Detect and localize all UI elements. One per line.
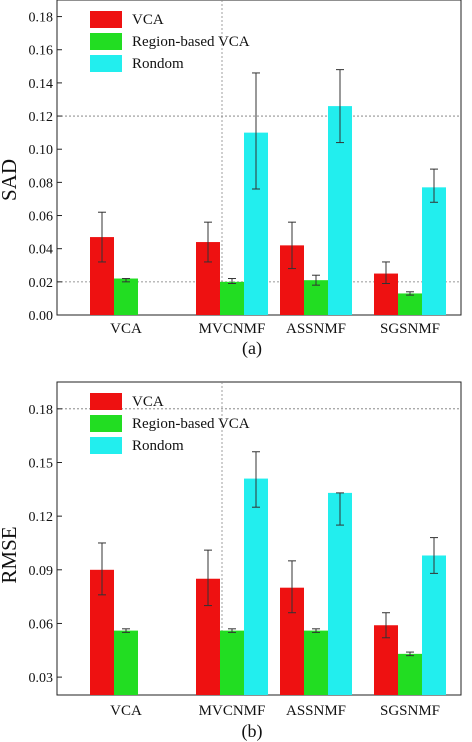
bar bbox=[220, 281, 244, 315]
y-tick-label: 0.09 bbox=[29, 564, 54, 579]
bar bbox=[328, 492, 352, 695]
y-tick-label: 0.08 bbox=[29, 176, 54, 191]
legend-label: Rondom bbox=[132, 438, 184, 454]
category-label: ASSNMF bbox=[286, 703, 346, 719]
bar bbox=[422, 187, 446, 315]
bar bbox=[114, 278, 138, 315]
legend-swatch bbox=[90, 415, 122, 432]
legend-swatch bbox=[90, 11, 122, 28]
category-label: VCA bbox=[110, 321, 142, 337]
y-tick-label: 0.03 bbox=[29, 671, 54, 686]
y-tick-label: 0.00 bbox=[29, 309, 54, 324]
legend-label: VCA bbox=[132, 12, 164, 28]
panel-caption: (a) bbox=[242, 338, 262, 359]
bar bbox=[398, 293, 422, 315]
y-tick-label: 0.12 bbox=[29, 510, 54, 525]
legend-swatch bbox=[90, 393, 122, 410]
y-axis-title: RMSE bbox=[0, 526, 21, 583]
y-tick-label: 0.06 bbox=[29, 617, 54, 632]
y-tick-label: 0.18 bbox=[29, 11, 54, 26]
y-tick-label: 0.10 bbox=[29, 143, 54, 158]
category-label: SGSNMF bbox=[380, 703, 440, 719]
y-axis-title: SAD bbox=[0, 159, 21, 201]
bar bbox=[304, 280, 328, 315]
category-label: MVCNMF bbox=[199, 703, 266, 719]
legend-label: Region-based VCA bbox=[132, 34, 250, 50]
legend-label: Region-based VCA bbox=[132, 416, 250, 432]
legend-swatch bbox=[90, 33, 122, 50]
legend-swatch bbox=[90, 55, 122, 72]
bar bbox=[422, 555, 446, 695]
y-tick-label: 0.15 bbox=[29, 456, 54, 471]
bar bbox=[244, 478, 268, 695]
y-tick-label: 0.06 bbox=[29, 210, 54, 225]
y-tick-label: 0.14 bbox=[29, 77, 54, 92]
bar bbox=[220, 630, 244, 695]
y-tick-label: 0.04 bbox=[29, 243, 54, 258]
bar bbox=[398, 653, 422, 695]
category-label: VCA bbox=[110, 703, 142, 719]
panel-caption: (b) bbox=[242, 721, 263, 742]
category-label: ASSNMF bbox=[286, 321, 346, 337]
y-tick-label: 0.18 bbox=[29, 403, 54, 418]
category-label: MVCNMF bbox=[199, 321, 266, 337]
legend-swatch bbox=[90, 437, 122, 454]
y-tick-label: 0.16 bbox=[29, 44, 54, 59]
bar bbox=[304, 630, 328, 695]
panel-b: RMSE (b) 0.03 0.06 0.09 0.12 0.15 0.18 VCA MVCN… bbox=[0, 381, 462, 742]
legend-label: Rondom bbox=[132, 56, 184, 72]
y-tick-label: 0.02 bbox=[29, 276, 54, 291]
y-tick-label: 0.12 bbox=[29, 110, 54, 125]
bar bbox=[114, 630, 138, 695]
legend-label: VCA bbox=[132, 394, 164, 410]
panel-a: SAD (a) 0.00 0.02 0.04 0.06 0.08 0.10 0.12 0.14… bbox=[0, 0, 462, 359]
category-label: SGSNMF bbox=[380, 321, 440, 337]
